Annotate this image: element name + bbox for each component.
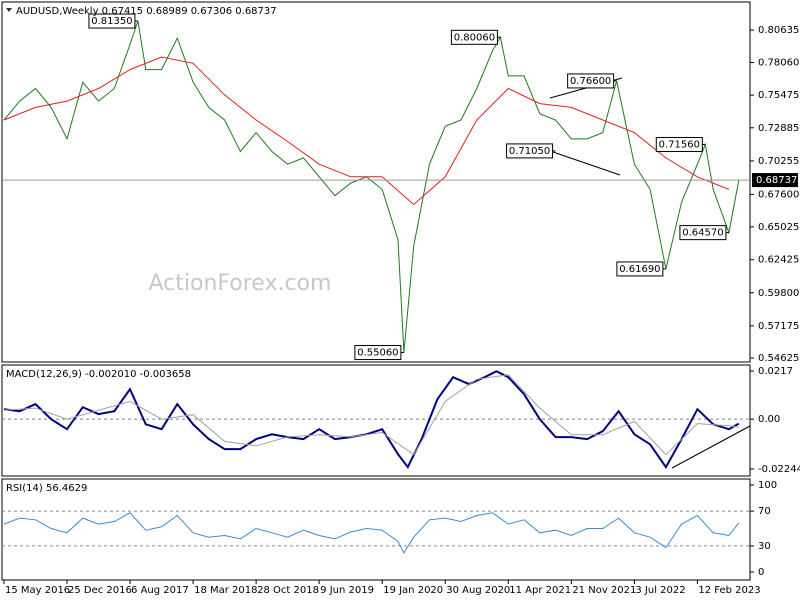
annotation-box: [616, 261, 664, 277]
annotation-box: [450, 29, 498, 45]
annotation-label: 0.76600: [570, 76, 611, 87]
series-line: [3, 370, 740, 469]
last-price-box: [752, 173, 798, 188]
y-tick-label: 0.59800: [758, 288, 799, 299]
x-tick-label: 11 Apr 2021: [509, 585, 571, 596]
annotation-label: 0.71560: [659, 139, 700, 150]
x-tick-label: 28 Oct 2018: [257, 585, 319, 596]
annotation-box: [506, 143, 554, 159]
series-line: [3, 20, 740, 353]
trendline: [671, 425, 751, 469]
watermark: ActionForex.com: [149, 271, 332, 296]
annotation-box: [88, 13, 136, 29]
x-tick-label: 21 Nov 2021: [572, 585, 636, 596]
annotation-label: 0.64570: [682, 228, 723, 239]
annotation-label: 0.81350: [91, 16, 132, 27]
y-tick-label: 0.70255: [758, 156, 799, 167]
annotation-box: [567, 73, 615, 89]
annotation-box: [679, 225, 727, 241]
panel-title: RSI(14) 56.4629: [6, 483, 87, 494]
y-tick-label: 0.54625: [758, 353, 799, 364]
y-tick-label: 0.62425: [758, 255, 799, 266]
y-tick-label: 0.78060: [758, 58, 799, 69]
x-tick-label: 9 Jun 2019: [320, 585, 374, 596]
annotation-label: 0.71050: [509, 146, 550, 157]
y-tick-label: 30: [758, 541, 771, 552]
x-tick-label: 15 May 2016: [5, 585, 70, 596]
rsi-panel: [1, 478, 751, 581]
x-tick-label: 3 Jul 2022: [635, 585, 685, 596]
macd-panel: [1, 364, 751, 477]
price-panel: [1, 1, 751, 363]
annotation-box: [655, 136, 703, 152]
series-line: [3, 512, 740, 554]
title-icon: [6, 8, 12, 12]
y-tick-label: 70: [758, 506, 771, 517]
y-tick-label: 0.72885: [758, 123, 799, 134]
annotation-label: 0.61690: [619, 264, 660, 275]
y-tick-label: 0: [758, 567, 764, 578]
panel-title: AUDUSD,Weekly 0.67415 0.68989 0.67306 0.…: [16, 6, 277, 17]
y-tick-label: 0.65025: [758, 222, 799, 233]
y-tick-label: 0.67600: [758, 189, 799, 200]
annotation-label: 0.55060: [357, 348, 398, 359]
x-tick-label: 25 Dec 2016: [68, 585, 132, 596]
y-tick-label: 100: [758, 480, 777, 491]
annotation-label: 0.80060: [454, 32, 495, 43]
y-tick-label: 0.75475: [758, 90, 799, 101]
trendline: [552, 151, 621, 176]
annotation-box: [354, 345, 402, 361]
y-tick-label: 0.80635: [758, 25, 799, 36]
x-tick-label: 6 Aug 2017: [131, 585, 189, 596]
y-tick-label: 0.00: [758, 414, 780, 425]
series-line: [3, 374, 739, 456]
y-tick-label: 0.57175: [758, 321, 799, 332]
panel-title: MACD(12,26,9) -0.002010 -0.003658: [6, 369, 191, 380]
y-tick-label: -0.022445: [758, 464, 800, 475]
series-line: [3, 56, 730, 206]
x-tick-label: 30 Aug 2020: [446, 585, 510, 596]
last-price-label: 0.68737: [756, 175, 797, 186]
y-tick-label: 0.0217: [758, 366, 793, 377]
x-tick-label: 18 Mar 2018: [194, 585, 257, 596]
x-tick-label: 12 Feb 2023: [698, 585, 760, 596]
x-tick-label: 19 Jan 2020: [383, 585, 443, 596]
